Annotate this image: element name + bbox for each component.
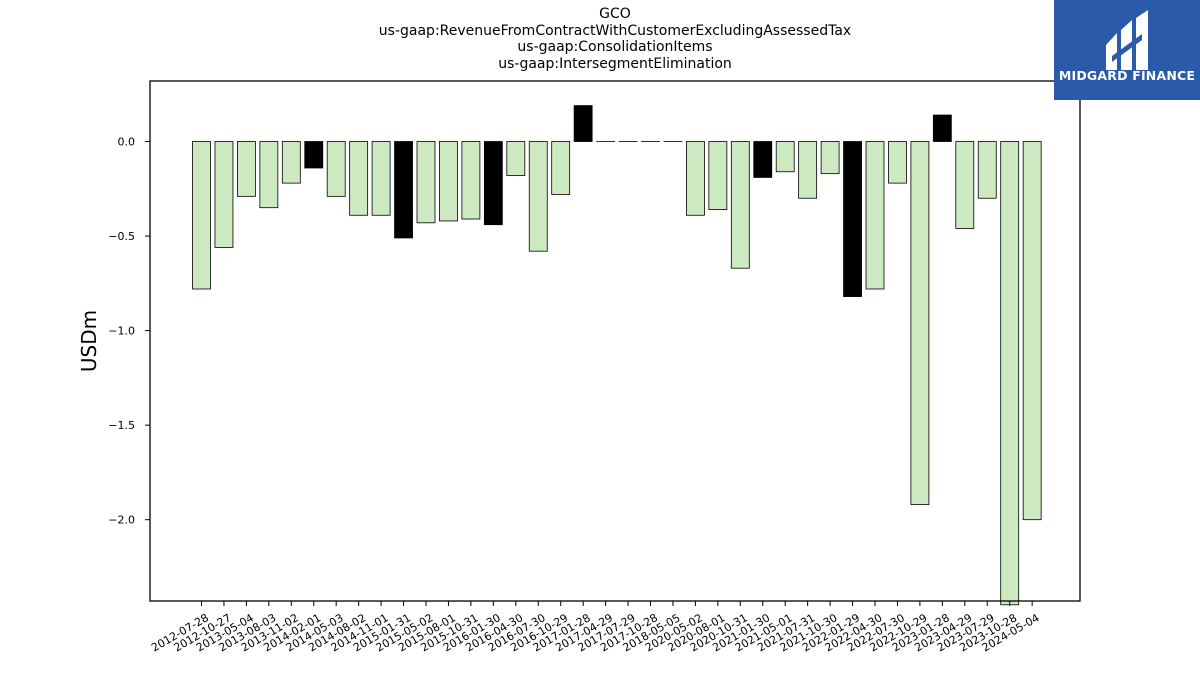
chart-title: GCO us-gaap:RevenueFromContractWithCusto…: [0, 6, 1200, 72]
bar: [708, 141, 728, 210]
bar: [461, 141, 481, 220]
bar: [910, 141, 930, 505]
bar: [775, 141, 795, 173]
bar: [483, 141, 503, 226]
y-tick-label: −1.5: [108, 419, 135, 432]
bar-series: [192, 105, 1042, 606]
bar: [394, 141, 413, 239]
x-axis: 2012-07-282012-10-272013-05-042013-08-03…: [149, 601, 1042, 654]
y-tick-label: 0.0: [118, 136, 136, 149]
bar: [281, 141, 301, 184]
bar: [1000, 141, 1020, 606]
brand-logo: MIDGARD FINANCE: [1054, 0, 1200, 100]
y-axis-label: USDm: [77, 310, 101, 372]
y-axis: 0.0 −0.5 −1.0 −1.5 −2.0: [108, 136, 150, 527]
bar: [551, 141, 571, 195]
bar: [888, 141, 907, 184]
bar: [730, 141, 750, 269]
chart-title-line: us-gaap:IntersegmentElimination: [498, 55, 732, 72]
bar: [955, 141, 975, 229]
y-tick-label: −1.0: [108, 325, 135, 338]
bar: [371, 141, 391, 216]
bar: [753, 141, 773, 178]
logo-text: MIDGARD FINANCE: [1058, 68, 1196, 83]
bar: [820, 141, 840, 175]
bar: [798, 141, 818, 199]
bar: [416, 141, 436, 224]
bar: [977, 141, 997, 199]
bar: [214, 141, 234, 248]
bar: [843, 141, 862, 297]
bar: [236, 141, 256, 197]
bar: [1022, 141, 1042, 521]
bar: [326, 141, 346, 197]
logo-mark-icon: [1106, 10, 1148, 70]
bar: [932, 114, 952, 142]
bar: [528, 141, 548, 252]
y-tick-label: −0.5: [108, 230, 135, 243]
bar: [439, 141, 458, 222]
plot-frame: [149, 80, 1081, 602]
chart-title-line: us-gaap:ConsolidationItems: [517, 39, 713, 55]
bar: [349, 141, 369, 216]
y-tick-label: −2.0: [108, 514, 135, 527]
bar: [686, 141, 705, 216]
chart-title-line: GCO: [599, 6, 631, 22]
bar: [192, 141, 211, 290]
bar: [865, 141, 885, 290]
bar: [506, 141, 526, 176]
bar: [304, 141, 324, 169]
chart-title-line: us-gaap:RevenueFromContractWithCustomerE…: [378, 22, 852, 39]
bar: [259, 141, 279, 209]
bar: [573, 105, 593, 142]
